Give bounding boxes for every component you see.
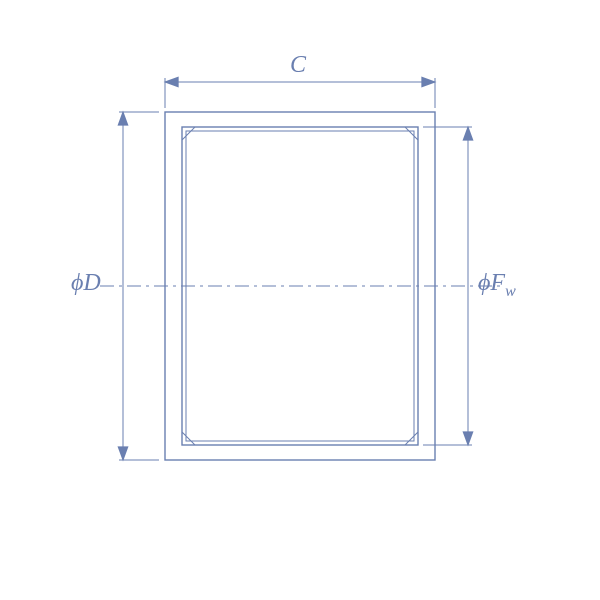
diagram-canvas: C ϕD ϕFw [0,0,600,600]
label-C: C [290,52,306,79]
label-C-text: C [290,52,306,78]
label-phiD-phi: ϕ [71,270,83,296]
label-phiFw-F: F [490,270,505,296]
label-phiFw: ϕFw [478,270,516,301]
label-phiD: ϕD [71,270,101,297]
label-phiFw-phi: ϕ [478,270,490,296]
label-phiFw-sub: w [505,283,516,300]
label-phiD-D: D [83,270,100,296]
